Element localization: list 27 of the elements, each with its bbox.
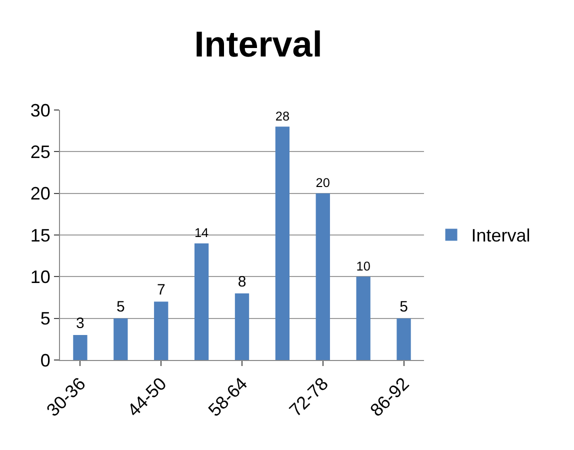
bar (194, 243, 209, 360)
y-tick-label: 20 (30, 184, 50, 204)
y-tick-label: 5 (40, 308, 50, 329)
bar (275, 126, 290, 360)
bar (316, 193, 330, 360)
y-tick-label: 30 (30, 100, 50, 120)
bar (114, 318, 128, 360)
y-tick-label: 25 (30, 142, 50, 162)
y-tick-label: 15 (30, 225, 50, 246)
y-tick-label: 0 (40, 350, 50, 370)
data-label: 3 (76, 315, 84, 332)
bar (234, 293, 250, 360)
data-label: 10 (356, 258, 370, 274)
data-label: 5 (400, 298, 408, 316)
data-label: 7 (156, 282, 166, 299)
legend-label: Interval (471, 226, 530, 246)
data-label: 20 (316, 174, 330, 190)
bar (154, 302, 168, 360)
data-label: 28 (275, 108, 290, 124)
data-label: 14 (194, 224, 209, 240)
chart-title: Interval (194, 24, 322, 65)
bar (73, 335, 88, 360)
y-tick-label: 10 (30, 266, 50, 287)
data-label: 5 (116, 298, 125, 316)
bar (356, 276, 370, 360)
data-label: 8 (238, 273, 246, 290)
bar (396, 318, 411, 360)
